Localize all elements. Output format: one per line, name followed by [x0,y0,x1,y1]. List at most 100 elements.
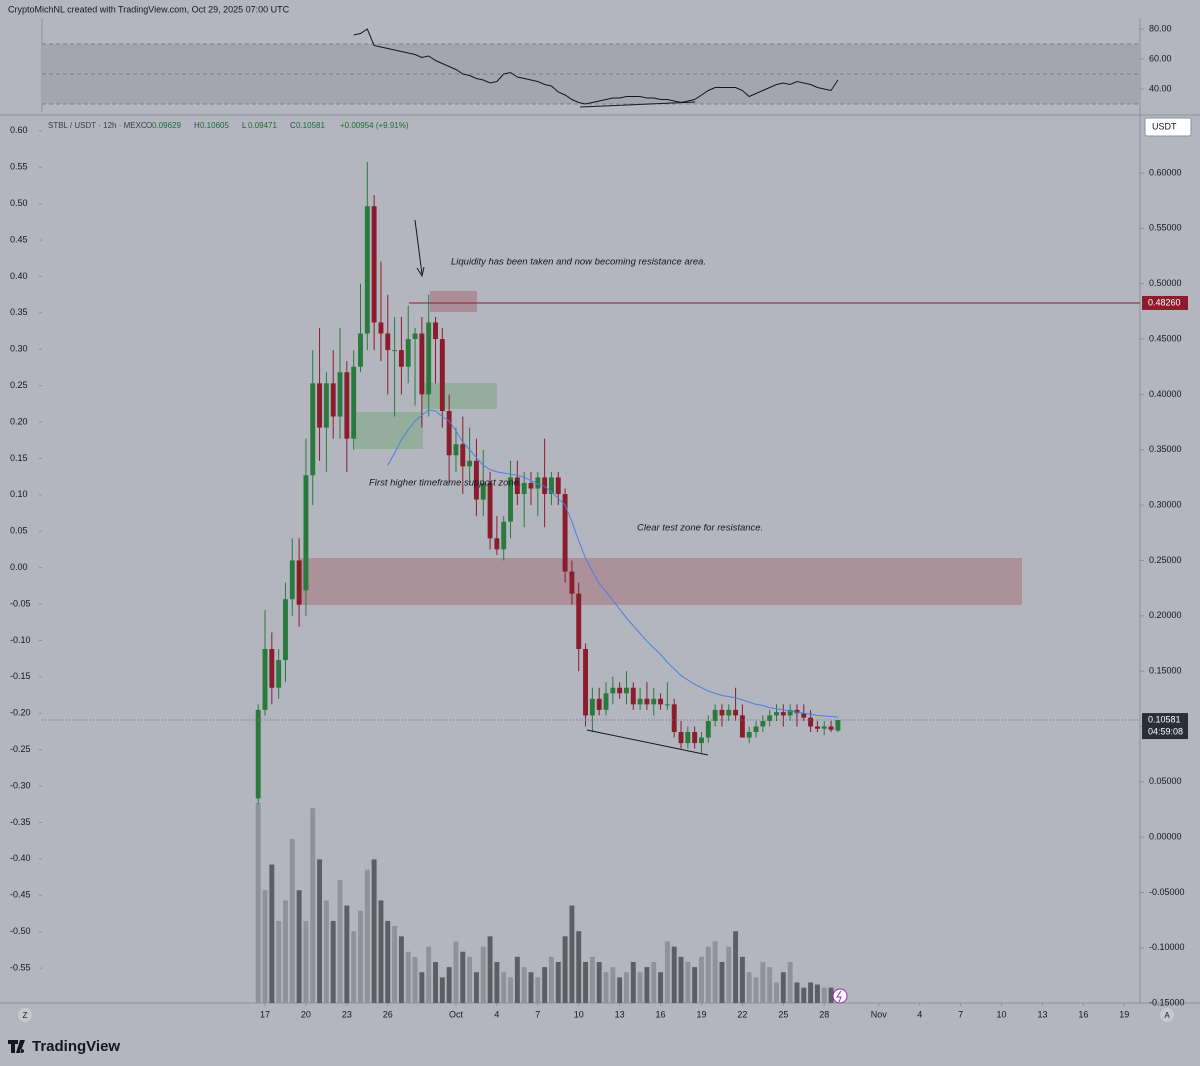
candle-body [726,709,732,716]
candle-body [310,383,316,476]
candle-body [678,732,684,744]
y-tick-label: 0.25000 [1149,555,1182,565]
y-tick-label: 0.55000 [1149,223,1182,233]
x-tick-label: 10 [574,1009,584,1019]
candle-body [767,715,773,721]
y-tick-label: 0.35000 [1149,444,1182,454]
volume-bar [487,936,493,1003]
volume-bar [712,941,718,1003]
x-tick-label: 4 [494,1009,499,1019]
y2-tick-label: -0.50 [10,926,31,936]
y2-tick-label: 0.50 [10,198,28,208]
volume-bar [330,920,336,1003]
candle-body [739,715,745,738]
candle-body [589,698,595,716]
candle-body [378,322,384,334]
ohlc-key: L [242,121,247,130]
volume-bar [480,946,486,1003]
volume-bar [658,972,664,1003]
support-zone [422,383,497,409]
x-tick-label: Nov [871,1009,888,1019]
candle-body [576,593,582,649]
volume-bar [542,967,548,1003]
volume-bar [439,977,445,1003]
alert-icon[interactable] [832,988,848,1004]
volume-bar [678,956,684,1003]
volume-bar [419,972,425,1003]
x-tick-label: 17 [260,1009,270,1019]
candle-body [255,709,261,799]
volume-bar [828,987,834,1003]
candle-body [651,698,657,705]
candle-body [705,720,711,738]
volume-bar [610,967,616,1003]
volume-bar [337,879,343,1003]
candle-body [433,322,438,340]
candle-body [344,372,350,439]
y2-tick-label: -0.15 [10,671,31,681]
footer-button[interactable] [18,1008,32,1022]
candle-body [392,350,398,352]
volume-bar [644,967,650,1003]
volume-bar [808,982,814,1003]
rsi-tick-label: 80.00 [1149,23,1172,33]
x-tick-label: 16 [656,1009,666,1019]
volume-bar [705,946,711,1003]
volume-bar [358,910,363,1003]
symbol: STBL / USDT · 12h · MEXC [48,121,147,130]
candle-body [610,687,616,694]
candle-body [664,704,670,706]
footer-button[interactable] [1160,1008,1174,1022]
candle-body [760,720,766,727]
rsi-tick-label: 40.00 [1149,83,1172,93]
volume-bar [269,864,275,1003]
candle-body [439,339,445,412]
y-tick-label: -0.05000 [1149,887,1185,897]
candle-body [583,648,588,716]
x-tick-label: 22 [737,1009,747,1019]
candle-body [330,383,336,417]
footer-button-label: Z [23,1011,28,1020]
y-tick-label: 0.20000 [1149,610,1182,620]
volume-bar [433,961,438,1003]
candle-body [487,482,493,539]
candle-body [780,712,786,716]
volume-bar [262,890,268,1003]
candle-body [473,460,479,500]
arrow [414,219,423,275]
x-tick-label: 13 [615,1009,625,1019]
volume-bar [746,972,752,1003]
x-tick-label: 23 [342,1009,352,1019]
y-tick-label: 0.60000 [1149,167,1182,177]
candle-body [733,709,739,716]
volume-bar [453,941,459,1003]
candle-body [801,713,807,718]
candle-body [603,693,609,710]
volume-bar [501,972,507,1003]
y2-tick-label: 0.20 [10,416,28,426]
brand-logo [8,1040,25,1053]
y2-tick-label: -0.40 [10,853,31,863]
candle-body [453,444,459,456]
candle-body [269,648,275,688]
candle-body [358,333,363,367]
ohlc-value: 0.10605 [200,121,229,130]
volume-bar [508,977,513,1003]
candle-body [630,687,636,705]
candle-body [542,477,548,495]
brand: TradingView [32,1038,120,1055]
candle-body [596,698,602,710]
y2-tick-label: 0.10 [10,489,28,499]
y-tick-label: -0.10000 [1149,942,1185,952]
y2-tick-label: 0.25 [10,380,28,390]
y2-tick-label: -0.30 [10,780,31,790]
candle-body [364,206,370,334]
volume-bar [405,951,411,1003]
volume-bar [760,961,766,1003]
ohlc-key: H [194,121,200,130]
volume-bar [787,961,793,1003]
volume-bar [692,967,698,1003]
annotation: Clear test zone for resistance. [637,523,763,534]
last-price-label: 0.10581 [1148,714,1181,724]
